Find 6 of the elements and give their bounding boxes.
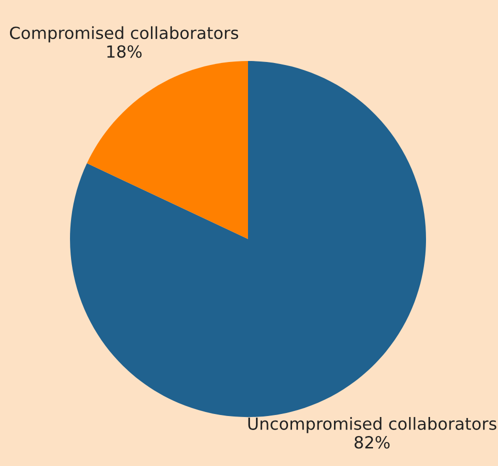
slice-label: Uncompromised collaborators bbox=[248, 417, 496, 434]
slice-label: Compromised collaborators bbox=[10, 26, 238, 42]
pie-slice bbox=[70, 61, 426, 418]
pie-slice bbox=[86, 61, 248, 240]
data-label: 82% bbox=[354, 436, 390, 449]
data-label: 18% bbox=[107, 45, 142, 58]
